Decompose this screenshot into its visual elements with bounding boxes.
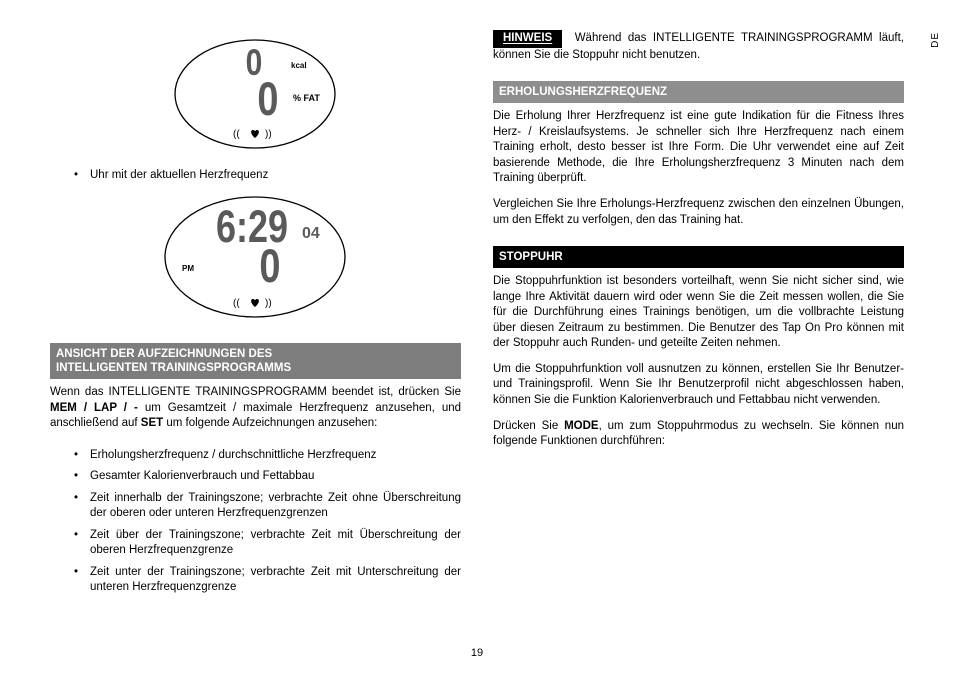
- stopwatch-paragraph-2: Um die Stoppuhrfunktion voll ausnutzen z…: [493, 362, 904, 409]
- watch-caption-row: • Uhr mit der aktuellen Herzfrequenz: [50, 168, 461, 184]
- page-number: 19: [471, 647, 483, 659]
- bullet-dot: •: [72, 528, 80, 559]
- para-text: um folgende Aufzeichnungen anzusehen:: [163, 417, 377, 429]
- watch-kcal-fat-svg: 0 kcal 0 % FAT (( )): [168, 34, 343, 154]
- heart-rate-icon: (( )): [233, 298, 272, 309]
- note-badge: HINWEIS: [493, 30, 562, 48]
- heart-rate-icon: (( )): [233, 129, 272, 140]
- kcal-label: kcal: [291, 61, 307, 70]
- list-item: • Zeit innerhalb der Trainingszone; verbr…: [50, 491, 461, 522]
- watch-clock-svg: 6:29 04 PM 0 (( )): [158, 191, 353, 323]
- list-item: • Zeit unter der Trainingszone; verbracht…: [50, 565, 461, 596]
- list-item-text: Erholungsherzfrequenz / durchschnittlich…: [90, 448, 461, 464]
- fat-label: % FAT: [293, 93, 320, 103]
- recovery-paragraph-2: Vergleichen Sie Ihre Erholungs-Herzfrequ…: [493, 197, 904, 228]
- list-item: • Zeit über der Trainingszone; verbrachte…: [50, 528, 461, 559]
- para-text: Wenn das INTELLIGENTE TRAININGSPROGRAMM …: [50, 386, 461, 398]
- section-heading-line2: INTELLIGENTEN TRAININGSPROGRAMMS: [56, 362, 291, 374]
- stopwatch-paragraph-3: Drücken Sie MODE, um zum Stoppuhrmodus z…: [493, 419, 904, 450]
- right-column: HINWEIS Während das INTELLIGENTE TRAININ…: [493, 30, 904, 653]
- clock-value: 0: [259, 240, 280, 293]
- para-bold-memlap: MEM / LAP / -: [50, 402, 138, 414]
- list-item: • Erholungsherzfrequenz / durchschnittlic…: [50, 448, 461, 464]
- stopwatch-paragraph-1: Die Stoppuhrfunktion ist besonders vorte…: [493, 274, 904, 352]
- bullet-dot: •: [72, 565, 80, 596]
- recovery-paragraph-1: Die Erholung Ihrer Herzfrequenz ist eine…: [493, 109, 904, 187]
- svg-text:((: ((: [233, 298, 240, 309]
- watch-figure-kcal-fat: 0 kcal 0 % FAT (( )): [50, 34, 461, 160]
- section-heading-stopwatch: STOPPUHR: [493, 246, 904, 268]
- list-item-text: Zeit innerhalb der Trainingszone; verbra…: [90, 491, 461, 522]
- bullet-dot: •: [72, 491, 80, 522]
- records-bullet-list: • Erholungsherzfrequenz / durchschnittlic…: [50, 446, 461, 602]
- watch-caption-text: Uhr mit der aktuellen Herzfrequenz: [90, 168, 461, 184]
- training-records-paragraph: Wenn das INTELLIGENTE TRAININGSPROGRAMM …: [50, 385, 461, 432]
- list-item-text: Zeit über der Trainingszone; verbrachte …: [90, 528, 461, 559]
- para-text: Drücken Sie: [493, 420, 564, 432]
- svg-text:)): )): [265, 298, 272, 309]
- bullet-dot: •: [72, 168, 80, 184]
- list-item-text: Gesamter Kalorienverbrauch und Fettabbau: [90, 469, 461, 485]
- para-bold-mode: MODE: [564, 420, 599, 432]
- section-heading-training-records: ANSICHT DER AUFZEICHNUNGEN DES INTELLIGE…: [50, 343, 461, 380]
- bullet-dot: •: [72, 448, 80, 464]
- document-page: DE 0 kcal 0 % FAT (( )) • Uhr mit der ak…: [0, 0, 954, 673]
- clock-pm: PM: [182, 264, 194, 273]
- list-item-text: Zeit unter der Trainingszone; verbrachte…: [90, 565, 461, 596]
- language-tab: DE: [930, 32, 941, 48]
- section-heading-line1: ANSICHT DER AUFZEICHNUNGEN DES: [56, 348, 272, 360]
- para-bold-set: SET: [141, 417, 163, 429]
- left-column: 0 kcal 0 % FAT (( )) • Uhr mit der aktue…: [50, 30, 461, 653]
- note-paragraph: HINWEIS Während das INTELLIGENTE TRAININ…: [493, 30, 904, 63]
- svg-text:((: ((: [233, 129, 240, 140]
- section-heading-recovery: ERHOLUNGSHERZFREQUENZ: [493, 81, 904, 103]
- watch-figure-clock: 6:29 04 PM 0 (( )): [50, 191, 461, 329]
- fat-value: 0: [257, 73, 278, 126]
- clock-seconds: 04: [302, 225, 320, 242]
- bullet-dot: •: [72, 469, 80, 485]
- svg-text:)): )): [265, 129, 272, 140]
- list-item: • Gesamter Kalorienverbrauch und Fettabba…: [50, 469, 461, 485]
